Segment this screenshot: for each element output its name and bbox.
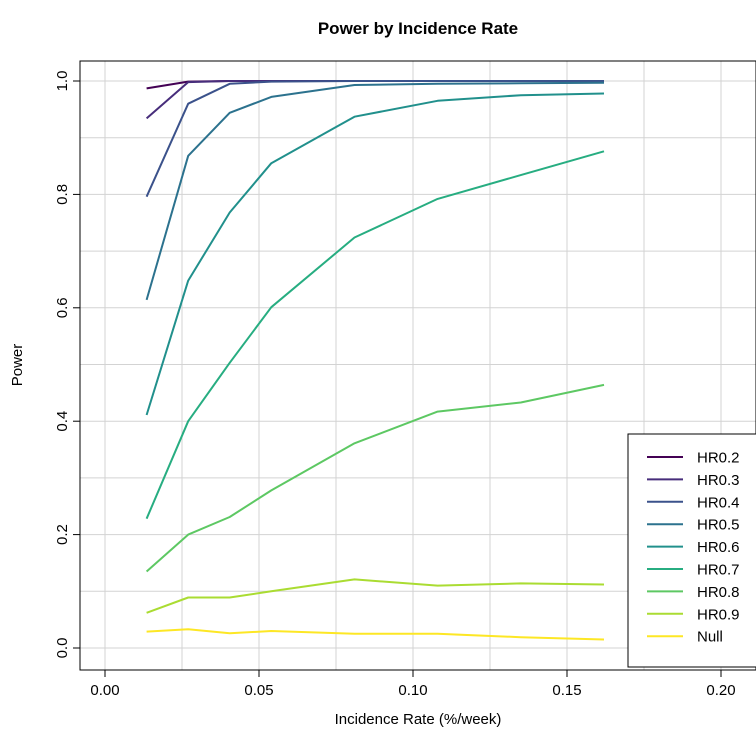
legend-label-hr0-9: HR0.9 — [697, 606, 740, 623]
legend-label-hr0-2: HR0.2 — [697, 450, 740, 467]
x-tick-label-2: 0.10 — [398, 682, 427, 699]
x-tick-label-4: 0.20 — [706, 682, 735, 699]
legend: HR0.2 HR0.3 HR0.4 HR0.5 HR0.6 HR0.7 HR0.8 HR0.9… — [627, 433, 756, 668]
y-tick-label-5: 1.0 — [54, 71, 71, 92]
x-tick-label-3: 0.15 — [552, 682, 581, 699]
series-line-hr0-4 — [145, 80, 604, 198]
y-axis: 0.0 0.2 0.4 0.6 0.8 1.0 — [54, 71, 80, 659]
y-tick-label-4: 0.8 — [54, 184, 71, 205]
series-line-null — [146, 628, 605, 641]
series-line-hr0-8 — [145, 383, 605, 573]
x-axis: 0.00 0.05 0.10 0.15 0.20 — [90, 670, 736, 699]
y-axis-label: Power — [9, 344, 26, 387]
legend-label-hr0-5: HR0.5 — [697, 517, 740, 534]
chart-title: Power by Incidence Rate — [318, 19, 518, 38]
series-line-hr0-9 — [146, 578, 605, 614]
y-tick-label-3: 0.6 — [54, 297, 71, 318]
y-tick-label-2: 0.4 — [54, 411, 71, 432]
series-line-hr0-5 — [145, 81, 605, 301]
legend-label-hr0-7: HR0.7 — [697, 562, 740, 579]
legend-label-hr0-8: HR0.8 — [697, 584, 740, 601]
series-line-hr0-6 — [145, 92, 605, 416]
x-tick-label-1: 0.05 — [244, 682, 273, 699]
series-lines — [145, 80, 605, 641]
plot-frame — [79, 60, 756, 671]
legend-box — [627, 433, 756, 668]
y-tick-label-1: 0.2 — [54, 524, 71, 545]
legend-label-hr0-6: HR0.6 — [697, 539, 740, 556]
legend-label-null: Null — [697, 629, 723, 646]
legend-label-hr0-4: HR0.4 — [697, 494, 740, 511]
x-axis-label: Incidence Rate (%/week) — [335, 711, 502, 728]
legend-label-hr0-3: HR0.3 — [697, 472, 740, 489]
y-tick-label-0: 0.0 — [54, 638, 71, 659]
x-tick-label-0: 0.00 — [90, 682, 119, 699]
series-line-hr0-7 — [145, 150, 605, 520]
